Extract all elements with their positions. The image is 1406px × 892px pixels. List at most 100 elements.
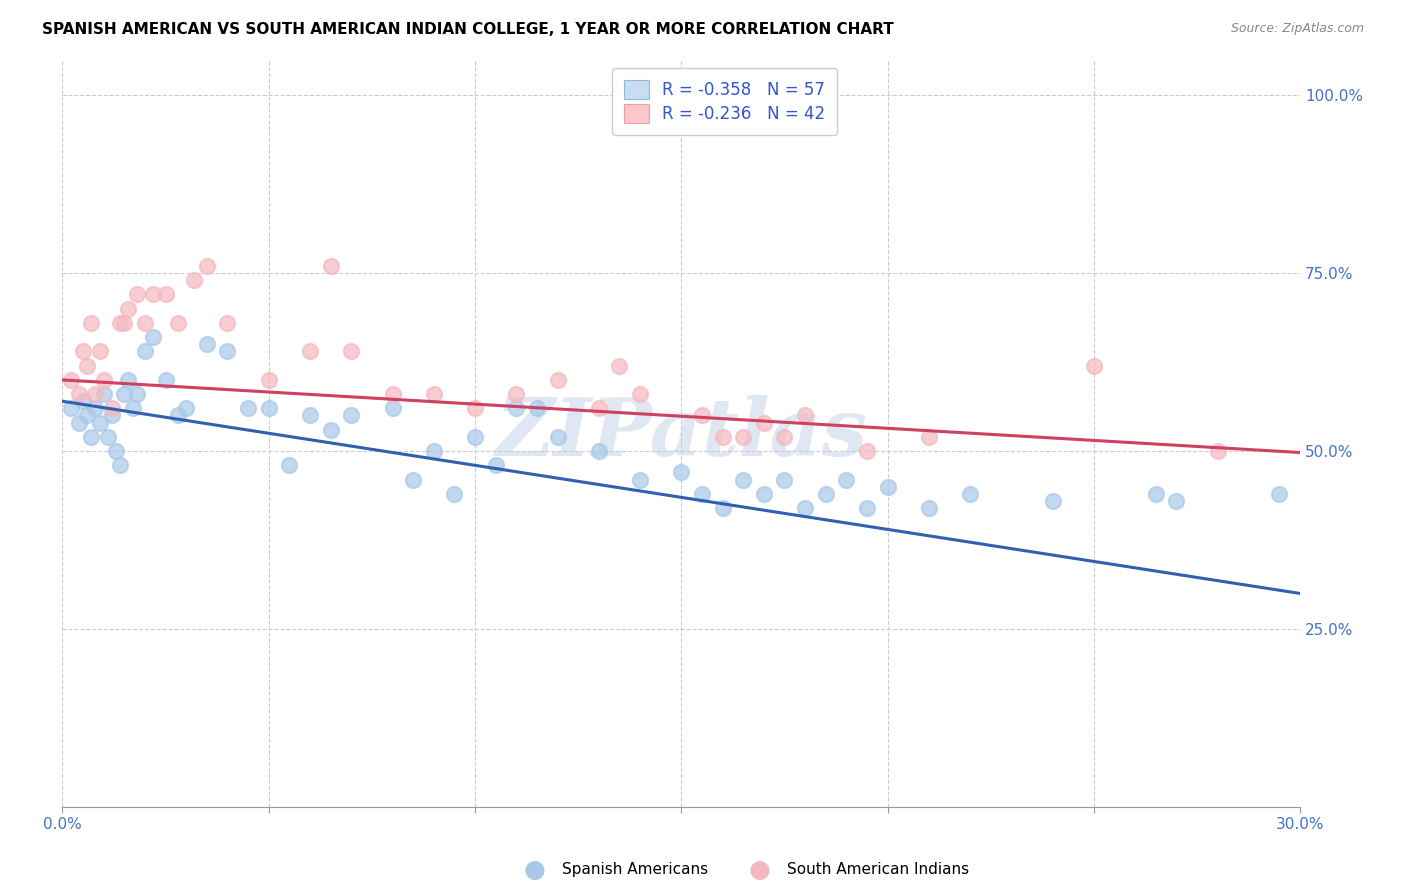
Point <box>278 458 301 473</box>
Point <box>298 344 321 359</box>
Point <box>1083 359 1105 373</box>
Point <box>340 409 363 423</box>
Point <box>671 466 693 480</box>
Point <box>711 501 734 516</box>
Point <box>402 473 425 487</box>
Point <box>195 337 218 351</box>
Point <box>110 316 132 330</box>
Point <box>505 401 527 416</box>
Point <box>257 373 280 387</box>
Point <box>174 401 197 416</box>
Point <box>155 373 177 387</box>
Point <box>835 473 858 487</box>
Point <box>59 373 82 387</box>
Point <box>588 401 610 416</box>
Point <box>1268 487 1291 501</box>
Point <box>959 487 981 501</box>
Point <box>547 430 569 444</box>
Point <box>84 401 107 416</box>
Point <box>76 409 98 423</box>
Point <box>319 259 342 273</box>
Point <box>76 359 98 373</box>
Point <box>125 287 148 301</box>
Point <box>505 387 527 401</box>
Point <box>217 344 239 359</box>
Point <box>97 430 120 444</box>
Point <box>142 330 165 344</box>
Point <box>733 430 755 444</box>
Point <box>72 344 94 359</box>
Point <box>918 430 941 444</box>
Text: SPANISH AMERICAN VS SOUTH AMERICAN INDIAN COLLEGE, 1 YEAR OR MORE CORRELATION CH: SPANISH AMERICAN VS SOUTH AMERICAN INDIA… <box>42 22 894 37</box>
Point <box>526 401 548 416</box>
Point <box>443 487 465 501</box>
Point <box>340 344 363 359</box>
Point <box>733 473 755 487</box>
Point <box>609 359 631 373</box>
Point <box>856 444 879 458</box>
Text: ZIPatlas: ZIPatlas <box>495 394 868 472</box>
Point <box>125 387 148 401</box>
Point <box>112 316 135 330</box>
Point <box>117 373 139 387</box>
Point <box>1166 494 1188 508</box>
Point <box>918 501 941 516</box>
Point <box>112 387 135 401</box>
Point <box>257 401 280 416</box>
Point <box>588 444 610 458</box>
Point <box>319 423 342 437</box>
Point <box>381 387 404 401</box>
Point <box>773 430 796 444</box>
Point <box>167 316 190 330</box>
Point <box>89 344 111 359</box>
Point <box>167 409 190 423</box>
Point <box>628 387 651 401</box>
Text: Source: ZipAtlas.com: Source: ZipAtlas.com <box>1230 22 1364 36</box>
Text: ●: ● <box>523 858 546 881</box>
Point <box>773 473 796 487</box>
Point <box>236 401 259 416</box>
Point <box>794 409 817 423</box>
Point <box>101 409 124 423</box>
Point <box>101 401 124 416</box>
Point <box>117 301 139 316</box>
Point <box>876 480 898 494</box>
Point <box>1144 487 1167 501</box>
Point <box>628 473 651 487</box>
Point <box>121 401 143 416</box>
Point <box>752 487 775 501</box>
Point <box>485 458 508 473</box>
Point <box>423 387 446 401</box>
Point <box>814 487 837 501</box>
Point <box>80 316 103 330</box>
Point <box>67 416 90 430</box>
Point <box>1042 494 1064 508</box>
Point <box>155 287 177 301</box>
Point <box>80 430 103 444</box>
Point <box>134 316 156 330</box>
Point <box>93 373 115 387</box>
Point <box>142 287 165 301</box>
Point <box>134 344 156 359</box>
Point <box>195 259 218 273</box>
Point <box>298 409 321 423</box>
Point <box>217 316 239 330</box>
Point <box>110 458 132 473</box>
Point <box>72 394 94 409</box>
Point <box>67 387 90 401</box>
Point <box>105 444 128 458</box>
Text: Spanish Americans: Spanish Americans <box>562 863 709 877</box>
Point <box>794 501 817 516</box>
Point <box>84 387 107 401</box>
Point <box>711 430 734 444</box>
Point <box>752 416 775 430</box>
Point <box>547 373 569 387</box>
Point <box>59 401 82 416</box>
Legend: R = -0.358   N = 57, R = -0.236   N = 42: R = -0.358 N = 57, R = -0.236 N = 42 <box>612 68 837 135</box>
Text: ●: ● <box>748 858 770 881</box>
Point <box>89 416 111 430</box>
Point <box>183 273 205 287</box>
Point <box>93 387 115 401</box>
Point <box>464 430 486 444</box>
Point <box>464 401 486 416</box>
